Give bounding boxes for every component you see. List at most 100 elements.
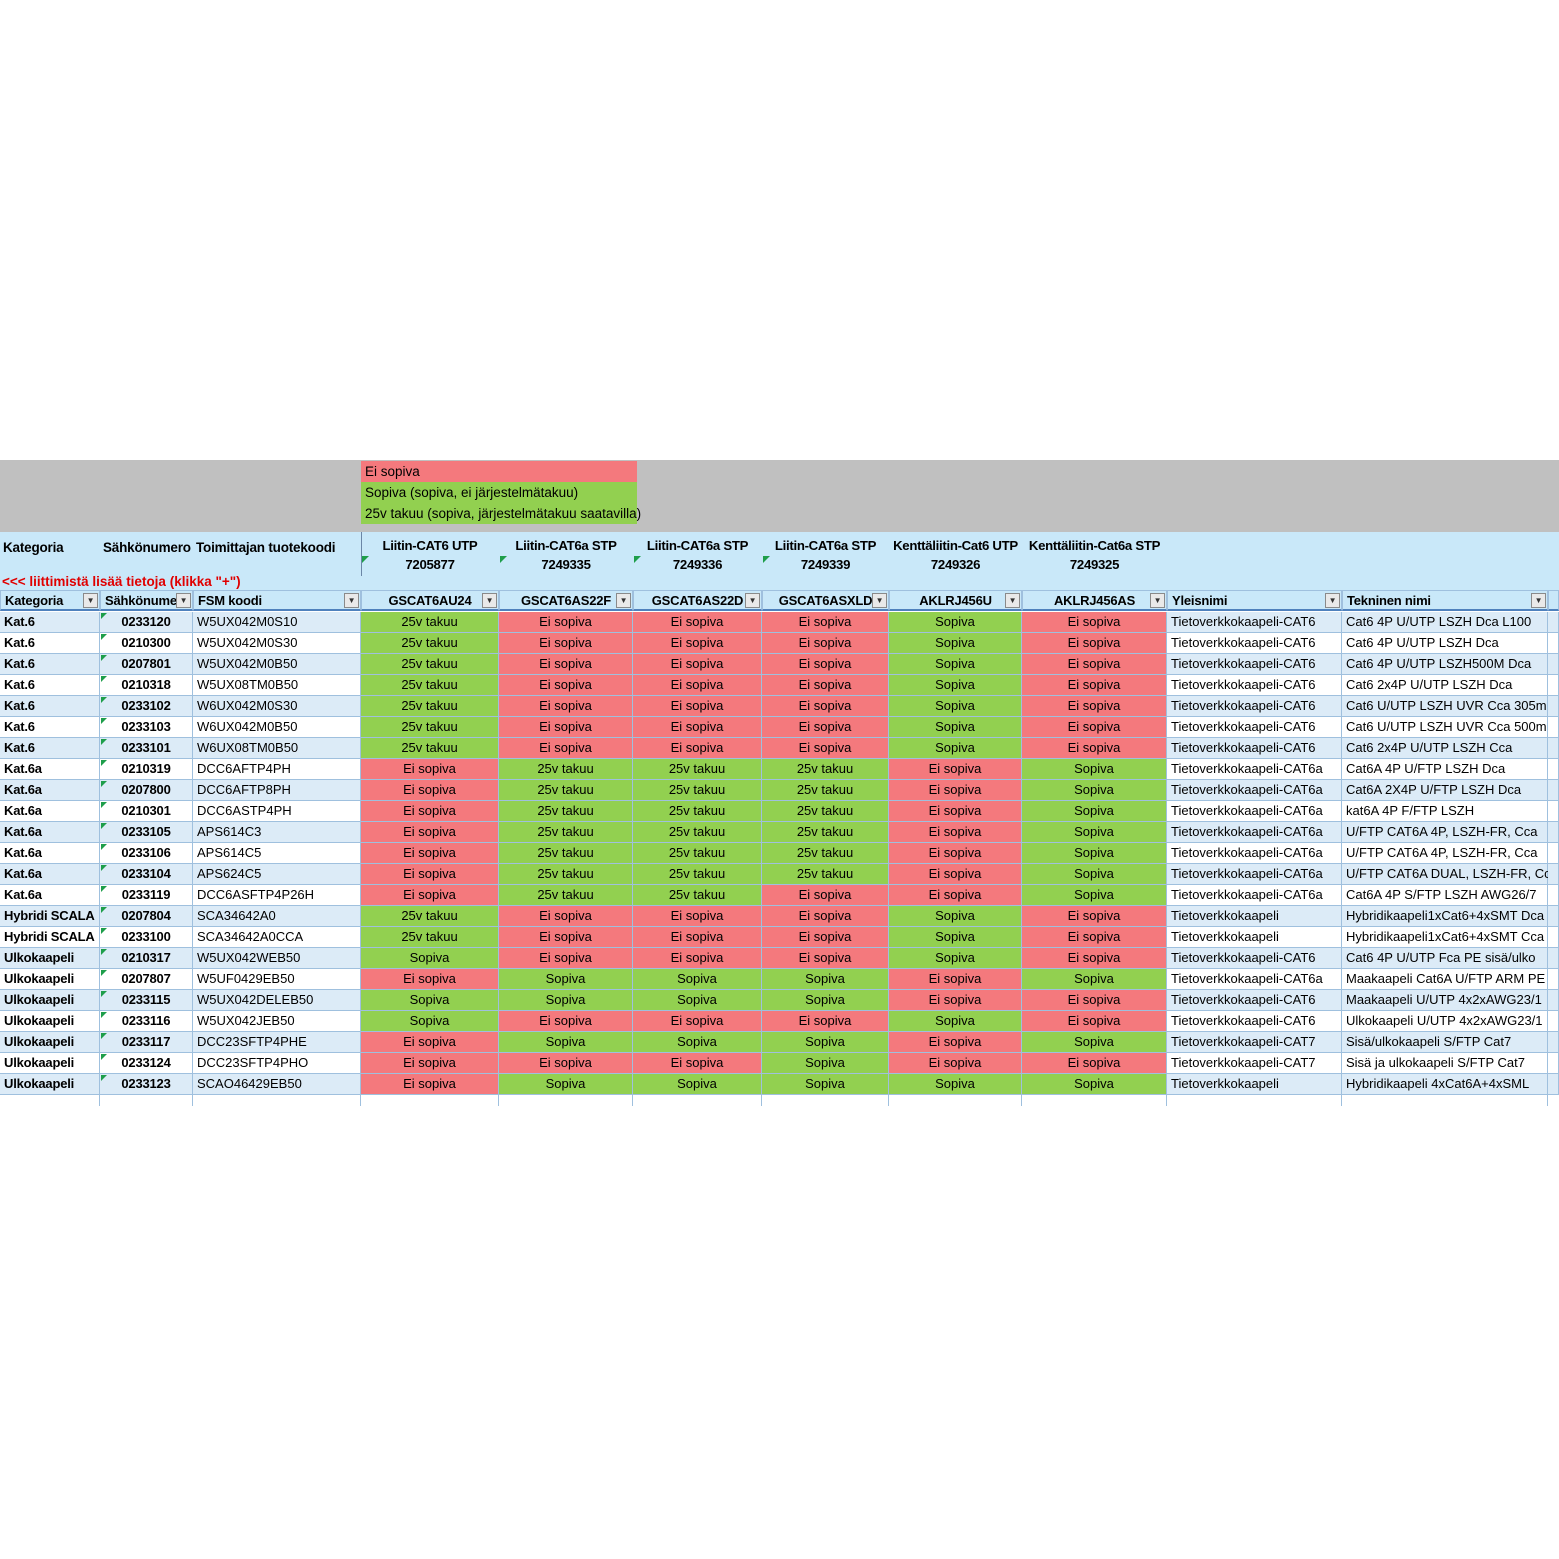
cell-tekninen-nimi[interactable]: Cat6 U/UTP LSZH UVR Cca 305m <box>1342 696 1548 717</box>
cell-status-aklrj456u[interactable]: Sopiva <box>889 927 1022 948</box>
cell-status-aklrj456u[interactable]: Ei sopiva <box>889 759 1022 780</box>
cell-kategoria[interactable]: Kat.6a <box>0 759 100 780</box>
cell-yleisnimi[interactable]: Tietoverkkokaapeli-CAT6a <box>1167 759 1342 780</box>
cell-status-gscat6as22f[interactable]: 25v takuu <box>499 885 633 906</box>
cell-status-aklrj456u[interactable]: Sopiva <box>889 948 1022 969</box>
filter-dropdown-icon[interactable]: ▼ <box>745 593 760 608</box>
cell-tekninen-nimi[interactable]: Cat6 4P U/UTP Fca PE sisä/ulko <box>1342 948 1548 969</box>
cell-status-gscat6as22d[interactable]: 25v takuu <box>633 780 762 801</box>
filter-header-aklrj456u[interactable]: AKLRJ456U ▼ <box>889 590 1022 611</box>
cell-fsm-koodi[interactable]: W5UX08TM0B50 <box>193 675 361 696</box>
cell-status-gscat6as22d[interactable]: 25v takuu <box>633 822 762 843</box>
cell-status-gscat6as22d[interactable]: Ei sopiva <box>633 1011 762 1032</box>
cell-tekninen-nimi[interactable]: Maakaapeli Cat6A U/FTP ARM PE <box>1342 969 1548 990</box>
cell-status-aklrj456as[interactable]: Sopiva <box>1022 885 1167 906</box>
cell-fsm-koodi[interactable]: SCA34642A0CCA <box>193 927 361 948</box>
cell-tekninen-nimi[interactable]: Cat6 4P U/UTP LSZH Dca L100 <box>1342 612 1548 633</box>
cell-status-aklrj456as[interactable]: Ei sopiva <box>1022 738 1167 759</box>
cell-status-gscat6as22d[interactable]: 25v takuu <box>633 801 762 822</box>
cell-status-gscat6as22d[interactable]: 25v takuu <box>633 885 762 906</box>
cell-status-aklrj456as[interactable]: Ei sopiva <box>1022 906 1167 927</box>
legend-25v-takuu[interactable]: 25v takuu (sopiva, järjestelmätakuu saat… <box>361 503 641 524</box>
cell-yleisnimi[interactable]: Tietoverkkokaapeli-CAT6a <box>1167 885 1342 906</box>
cell-status-gscat6as22d[interactable]: Ei sopiva <box>633 948 762 969</box>
cell-tekninen-nimi[interactable]: Cat6 U/UTP LSZH UVR Cca 500m <box>1342 717 1548 738</box>
filter-header-yleisnimi[interactable]: Yleisnimi ▼ <box>1167 590 1342 611</box>
cell-status-gscat6au24[interactable]: Sopiva <box>361 990 499 1011</box>
cell-fsm-koodi[interactable]: DCC6AFTP4PH <box>193 759 361 780</box>
cell-status-aklrj456u[interactable]: Ei sopiva <box>889 822 1022 843</box>
cell-status-gscat6as22f[interactable]: Ei sopiva <box>499 1053 633 1074</box>
cell-fsm-koodi[interactable]: W6UX042M0B50 <box>193 717 361 738</box>
column-group-header[interactable]: Liitin-CAT6a STP 7249335 <box>499 536 633 574</box>
cell-status-aklrj456u[interactable]: Ei sopiva <box>889 990 1022 1011</box>
cell-status-aklrj456as[interactable]: Ei sopiva <box>1022 675 1167 696</box>
filter-dropdown-icon[interactable]: ▼ <box>83 593 98 608</box>
cell-yleisnimi[interactable]: Tietoverkkokaapeli-CAT6 <box>1167 1011 1342 1032</box>
cell-kategoria[interactable]: Hybridi SCALA <box>0 927 100 948</box>
filter-header-s-hk-nume[interactable]: Sähkönume ▼ <box>100 590 193 611</box>
cell-yleisnimi[interactable]: Tietoverkkokaapeli-CAT6 <box>1167 633 1342 654</box>
cell-tekninen-nimi[interactable]: U/FTP CAT6A DUAL, LSZH-FR, Cca <box>1342 864 1558 885</box>
cell-status-gscat6as22d[interactable]: Sopiva <box>633 990 762 1011</box>
cell-status-aklrj456u[interactable]: Sopiva <box>889 1011 1022 1032</box>
cell-status-gscat6as22f[interactable]: Ei sopiva <box>499 675 633 696</box>
cell-yleisnimi[interactable]: Tietoverkkokaapeli <box>1167 1074 1342 1095</box>
cell-status-gscat6as22d[interactable]: Ei sopiva <box>633 927 762 948</box>
filter-dropdown-icon[interactable]: ▼ <box>1325 593 1340 608</box>
cell-status-gscat6asxld[interactable]: Ei sopiva <box>762 885 889 906</box>
cell-kategoria[interactable]: Ulkokaapeli <box>0 1011 100 1032</box>
cell-status-gscat6as22f[interactable]: Ei sopiva <box>499 612 633 633</box>
cell-sahkonumero[interactable]: 0233103 <box>100 717 193 738</box>
filter-header-gscat6as22f[interactable]: GSCAT6AS22F ▼ <box>499 590 633 611</box>
cell-status-gscat6asxld[interactable]: 25v takuu <box>762 822 889 843</box>
cell-sahkonumero[interactable]: 0233100 <box>100 927 193 948</box>
cell-status-aklrj456as[interactable]: Ei sopiva <box>1022 612 1167 633</box>
cell-status-aklrj456u[interactable]: Ei sopiva <box>889 801 1022 822</box>
cell-fsm-koodi[interactable]: DCC23SFTP4PHE <box>193 1032 361 1053</box>
cell-yleisnimi[interactable]: Tietoverkkokaapeli-CAT6 <box>1167 717 1342 738</box>
cell-yleisnimi[interactable]: Tietoverkkokaapeli-CAT6 <box>1167 948 1342 969</box>
cell-status-gscat6au24[interactable]: Sopiva <box>361 1011 499 1032</box>
cell-status-gscat6as22f[interactable]: 25v takuu <box>499 864 633 885</box>
cell-tekninen-nimi[interactable]: kat6A 4P F/FTP LSZH <box>1342 801 1548 822</box>
cell-status-aklrj456as[interactable]: Sopiva <box>1022 864 1167 885</box>
cell-status-aklrj456as[interactable]: Sopiva <box>1022 780 1167 801</box>
cell-kategoria[interactable]: Kat.6 <box>0 717 100 738</box>
cell-yleisnimi[interactable]: Tietoverkkokaapeli-CAT6 <box>1167 990 1342 1011</box>
cell-status-aklrj456u[interactable]: Ei sopiva <box>889 780 1022 801</box>
cell-status-gscat6asxld[interactable]: Sopiva <box>762 990 889 1011</box>
cell-status-gscat6asxld[interactable]: Ei sopiva <box>762 927 889 948</box>
filter-dropdown-icon[interactable]: ▼ <box>1531 593 1546 608</box>
cell-yleisnimi[interactable]: Tietoverkkokaapeli <box>1167 906 1342 927</box>
cell-kategoria[interactable]: Kat.6 <box>0 612 100 633</box>
cell-status-aklrj456as[interactable]: Sopiva <box>1022 843 1167 864</box>
cell-fsm-koodi[interactable]: W5UX042M0S10 <box>193 612 361 633</box>
cell-yleisnimi[interactable]: Tietoverkkokaapeli-CAT6 <box>1167 696 1342 717</box>
legend-sopiva[interactable]: Sopiva (sopiva, ei järjestelmätakuu) <box>361 482 637 503</box>
filter-header-kategoria[interactable]: Kategoria ▼ <box>0 590 100 611</box>
cell-status-gscat6as22f[interactable]: Ei sopiva <box>499 633 633 654</box>
cell-fsm-koodi[interactable]: W5UX042M0S30 <box>193 633 361 654</box>
cell-fsm-koodi[interactable]: APS624C5 <box>193 864 361 885</box>
cell-status-aklrj456as[interactable]: Sopiva <box>1022 822 1167 843</box>
cell-status-gscat6au24[interactable]: Sopiva <box>361 948 499 969</box>
cell-kategoria[interactable]: Ulkokaapeli <box>0 948 100 969</box>
cell-status-gscat6as22f[interactable]: 25v takuu <box>499 780 633 801</box>
cell-sahkonumero[interactable]: 0233123 <box>100 1074 193 1095</box>
cell-status-gscat6asxld[interactable]: Ei sopiva <box>762 696 889 717</box>
cell-status-gscat6as22d[interactable]: Ei sopiva <box>633 633 762 654</box>
cell-sahkonumero[interactable]: 0210300 <box>100 633 193 654</box>
cell-tekninen-nimi[interactable]: Cat6A 4P S/FTP LSZH AWG26/7 <box>1342 885 1548 906</box>
cell-status-gscat6au24[interactable]: Ei sopiva <box>361 822 499 843</box>
filter-dropdown-icon[interactable]: ▼ <box>616 593 631 608</box>
cell-status-aklrj456u[interactable]: Sopiva <box>889 738 1022 759</box>
cell-status-aklrj456as[interactable]: Ei sopiva <box>1022 1053 1167 1074</box>
filter-dropdown-icon[interactable]: ▼ <box>1005 593 1020 608</box>
cell-status-gscat6au24[interactable]: 25v takuu <box>361 906 499 927</box>
cell-status-gscat6au24[interactable]: 25v takuu <box>361 612 499 633</box>
column-group-header[interactable]: Liitin-CAT6a STP 7249339 <box>762 536 889 574</box>
cell-status-aklrj456as[interactable]: Ei sopiva <box>1022 948 1167 969</box>
cell-status-gscat6au24[interactable]: 25v takuu <box>361 675 499 696</box>
cell-tekninen-nimi[interactable]: Sisä ja ulkokaapeli S/FTP Cat7 <box>1342 1053 1548 1074</box>
